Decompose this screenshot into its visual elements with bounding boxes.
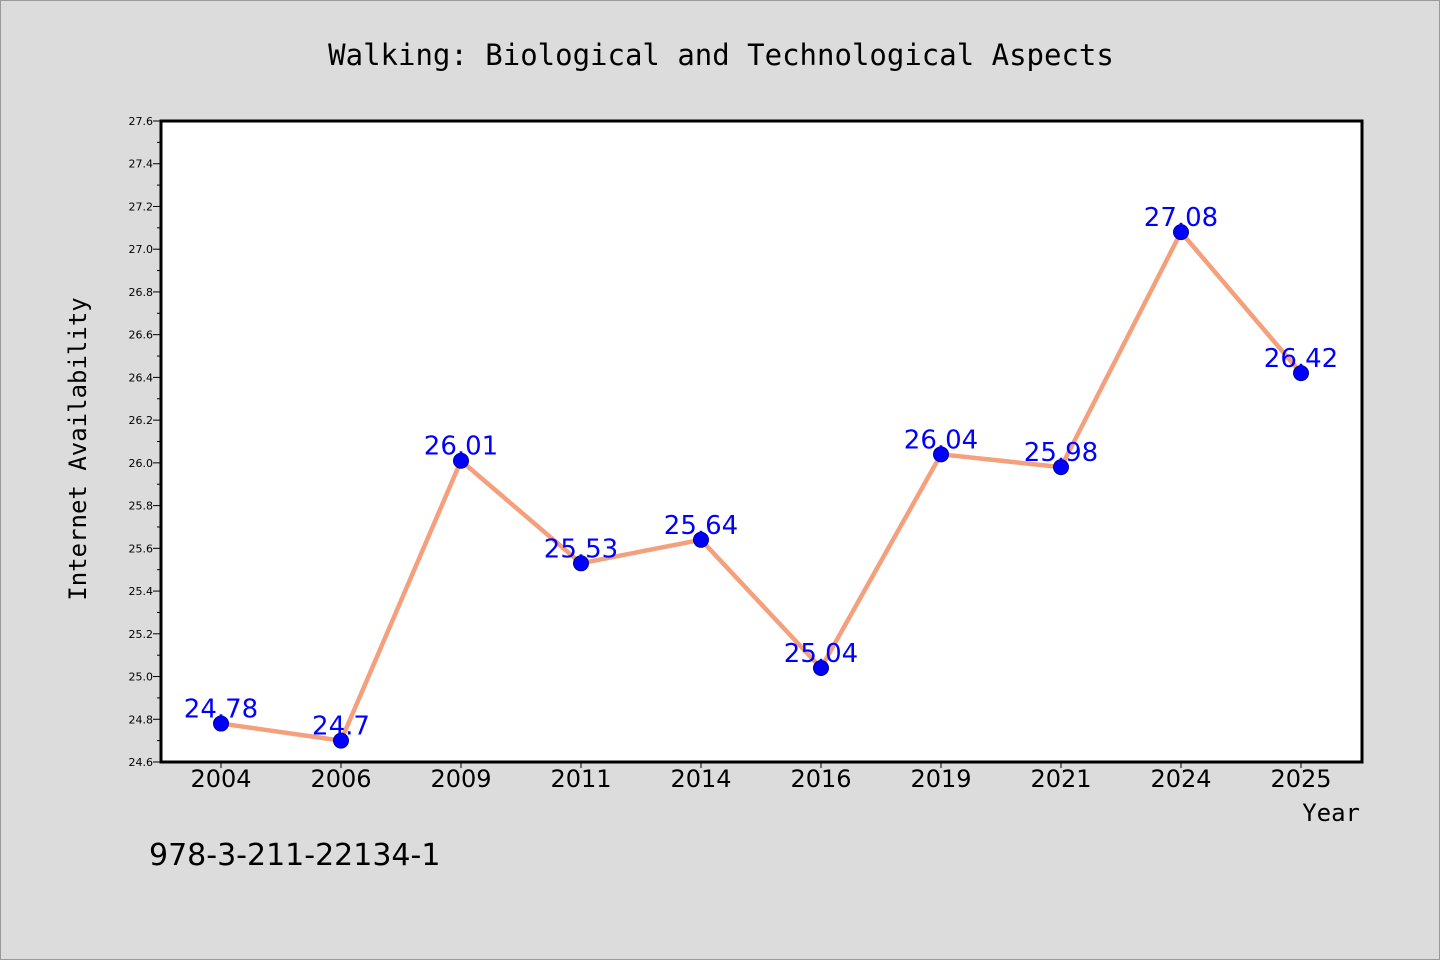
y-tick-label: 27.2	[129, 200, 154, 213]
y-tick-label: 27.6	[129, 115, 154, 128]
data-label: 24.7	[312, 712, 370, 742]
y-tick-label: 25.6	[129, 542, 154, 555]
x-tick-label: 2014	[670, 765, 731, 793]
y-tick-label: 24.8	[129, 713, 154, 726]
data-point	[573, 555, 589, 572]
data-markers	[213, 224, 1309, 749]
y-tick-label: 25.2	[129, 628, 154, 641]
data-point	[1293, 365, 1309, 382]
data-label: 26.42	[1264, 344, 1338, 374]
y-tick-label: 25.0	[129, 671, 154, 684]
y-tick-label: 26.4	[129, 371, 154, 384]
x-tick-label: 2021	[1030, 765, 1091, 793]
x-tick-label: 2025	[1270, 765, 1331, 793]
y-tick-label: 25.8	[129, 500, 154, 513]
y-tick-label: 26.8	[129, 286, 154, 299]
y-tick-label: 24.6	[129, 756, 154, 769]
data-point	[1053, 459, 1069, 476]
series-line	[218, 229, 1304, 743]
plot-frame	[159, 119, 1364, 764]
x-tick-label: 2016	[790, 765, 851, 793]
data-point	[693, 531, 709, 548]
y-axis-label: Internet Availability	[64, 297, 92, 600]
x-axis: 2004 2006 2009 2011 2014 2016 2019 2021 2024 2025	[190, 762, 1332, 793]
y-tick-label: 26.2	[129, 414, 154, 427]
data-label: 26.04	[904, 425, 978, 455]
x-tick-label: 2006	[310, 765, 371, 793]
data-point	[1173, 224, 1189, 241]
y-tick-label: 25.4	[129, 585, 154, 598]
plot-area	[161, 121, 1362, 762]
data-label: 25.53	[544, 534, 618, 564]
data-label: 26.01	[424, 432, 498, 462]
y-tick-label: 26.0	[129, 457, 154, 470]
x-tick-label: 2004	[190, 765, 251, 793]
data-point	[813, 659, 829, 676]
y-tick-label: 27.0	[129, 243, 154, 256]
x-tick-label: 2019	[910, 765, 971, 793]
data-label: 25.64	[664, 511, 738, 541]
y-tick-label: 26.6	[129, 329, 154, 342]
y-tick-label: 27.4	[129, 158, 154, 171]
data-labels: 24.78 24.7 26.01 25.53 25.64 25.04 26.04 25.98 2…	[184, 203, 1338, 742]
isbn-text: 978-3-211-22134-1	[149, 838, 440, 873]
data-point	[453, 452, 469, 469]
data-label: 27.08	[1144, 203, 1218, 233]
x-axis-label: Year	[1302, 799, 1360, 827]
data-label: 24.78	[184, 695, 258, 725]
x-tick-label: 2024	[1150, 765, 1211, 793]
chart-title: Walking: Biological and Technological As…	[328, 38, 1114, 72]
x-tick-label: 2009	[430, 765, 491, 793]
data-point	[333, 732, 349, 749]
y-axis: 24.6 24.8 25.0 25.2 25.4 25.6 25.8 26.0 26.2 26.4…	[129, 115, 161, 769]
data-point	[933, 446, 949, 463]
data-label: 25.04	[784, 639, 858, 669]
data-label: 25.98	[1024, 438, 1098, 468]
data-point	[213, 715, 229, 732]
x-tick-label: 2011	[550, 765, 611, 793]
